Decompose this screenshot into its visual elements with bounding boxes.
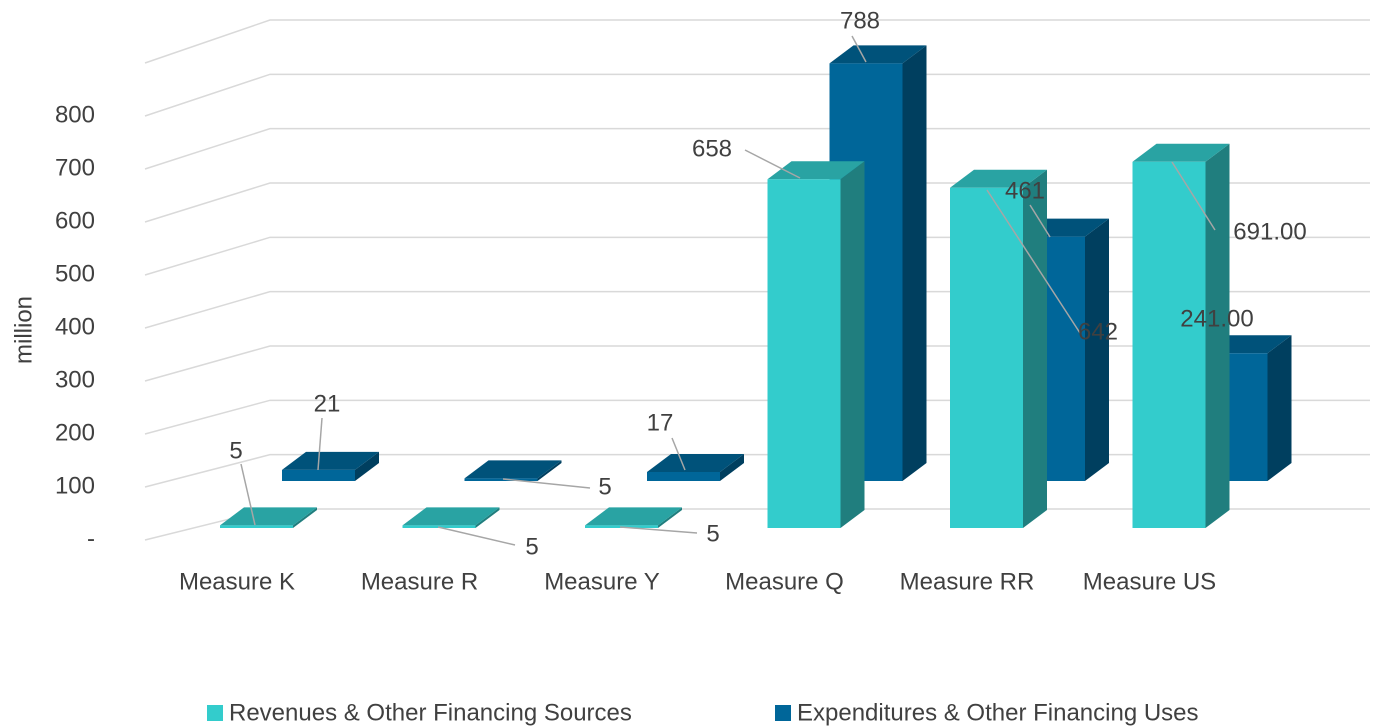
x-tick-label: Measure Y xyxy=(544,568,660,595)
bar-face xyxy=(282,469,355,481)
bar-face xyxy=(902,45,927,482)
leader-line xyxy=(240,463,256,526)
bar-face xyxy=(475,507,500,528)
legend-label: Expenditures & Other Financing Uses xyxy=(797,699,1199,726)
x-tick-label: Measure K xyxy=(179,568,295,595)
data-label: 788 xyxy=(840,7,880,34)
data-label: 21 xyxy=(314,390,341,417)
data-label: 642 xyxy=(1078,318,1118,345)
bar-face xyxy=(1085,218,1109,482)
leader-line xyxy=(851,35,867,63)
leader-line xyxy=(317,417,323,471)
y-tick-label: 400 xyxy=(55,313,95,340)
data-label: 241.00 xyxy=(1180,305,1253,332)
x-tick-label: Measure Q xyxy=(725,568,844,595)
data-label: 658 xyxy=(692,135,732,162)
bar-face xyxy=(402,507,500,526)
bar-face xyxy=(767,161,865,180)
bar-face xyxy=(950,187,1023,529)
y-tick-label: 300 xyxy=(55,366,95,393)
bar-face xyxy=(840,161,865,528)
x-tick-label: Measure R xyxy=(361,568,478,595)
bar-face xyxy=(220,507,317,526)
leader-line xyxy=(744,149,801,179)
data-label: 5 xyxy=(598,473,611,500)
bar-face xyxy=(829,45,927,64)
bar-face xyxy=(355,451,379,481)
bar-face xyxy=(537,460,562,481)
legend-swatch xyxy=(207,705,223,721)
bar-face xyxy=(464,460,562,479)
bar-face xyxy=(220,525,293,528)
bar xyxy=(950,169,1047,529)
y-tick-label: 700 xyxy=(55,154,95,181)
bar xyxy=(282,451,379,481)
grid-line xyxy=(144,127,1370,170)
y-tick-label: - xyxy=(87,525,95,552)
bar-face xyxy=(950,169,1047,188)
bar xyxy=(585,507,682,528)
data-label: 5 xyxy=(706,520,719,547)
bar-face xyxy=(1267,335,1292,481)
data-label: 691.00 xyxy=(1233,218,1306,245)
bar xyxy=(1132,143,1230,528)
bar-face xyxy=(1132,143,1230,162)
grid-line xyxy=(144,73,1370,117)
bar-face xyxy=(1023,169,1047,529)
y-axis-label: million xyxy=(10,296,37,364)
grid-line xyxy=(144,19,1370,64)
bar-face xyxy=(293,507,317,528)
y-tick-label: 100 xyxy=(55,472,95,499)
y-tick-label: 800 xyxy=(55,101,95,128)
bar-face xyxy=(720,453,744,481)
bar-face xyxy=(647,453,744,472)
bar-face xyxy=(1205,143,1230,528)
bar xyxy=(402,507,500,528)
bar-face xyxy=(585,507,682,526)
y-tick-label: 200 xyxy=(55,419,95,446)
leader-line xyxy=(1029,204,1051,238)
legend-swatch xyxy=(775,705,791,721)
leader-line xyxy=(1171,161,1216,231)
data-label: 5 xyxy=(525,533,538,560)
bar xyxy=(767,161,865,528)
data-label: 5 xyxy=(229,437,242,464)
bar-face xyxy=(647,471,720,481)
data-label: 461 xyxy=(1005,177,1045,204)
data-label: 17 xyxy=(647,409,674,436)
x-tick-label: Measure RR xyxy=(900,568,1035,595)
bar xyxy=(464,460,562,481)
leader-line xyxy=(437,526,516,546)
leader-line xyxy=(619,526,698,534)
leader-line xyxy=(502,478,591,489)
bar-face xyxy=(1132,161,1206,528)
y-tick-label: 600 xyxy=(55,207,95,234)
bar-face xyxy=(767,179,841,528)
bar-face xyxy=(282,451,379,470)
leader-line xyxy=(986,189,1081,334)
x-tick-label: Measure US xyxy=(1083,568,1216,595)
legend-label: Revenues & Other Financing Sources xyxy=(229,699,632,726)
bar-face xyxy=(658,507,682,528)
bar xyxy=(647,453,744,481)
y-tick-label: 500 xyxy=(55,260,95,287)
bar-face xyxy=(464,478,538,481)
leader-line xyxy=(671,437,686,471)
bar xyxy=(220,507,317,528)
